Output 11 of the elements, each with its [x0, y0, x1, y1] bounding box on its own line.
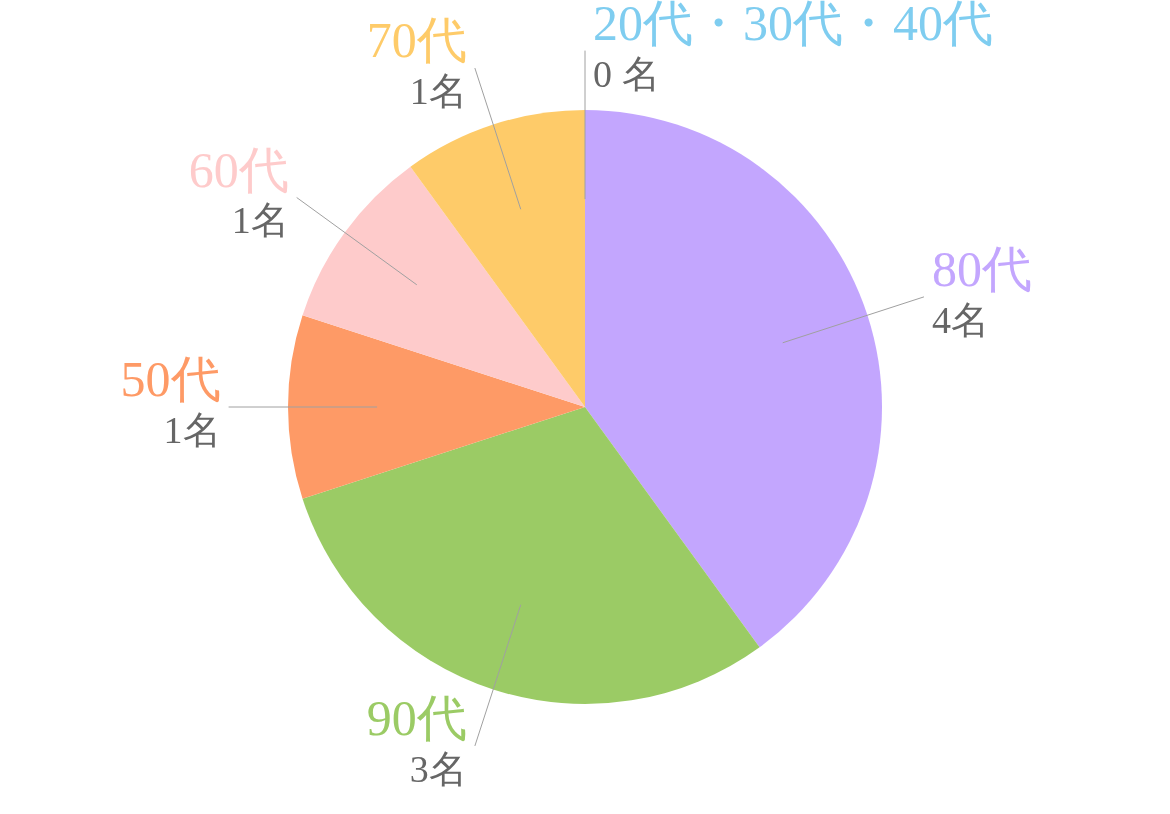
data-label: 1名: [409, 70, 467, 113]
text: 0 名: [593, 52, 660, 95]
data-label: 4名: [931, 298, 989, 341]
slice-label: 90代: [366, 690, 467, 747]
slice-label: 80代: [931, 240, 1032, 297]
data-label: 3名: [409, 747, 467, 790]
data-label: 1名: [163, 408, 221, 451]
data-label: 1名: [231, 199, 289, 242]
slice-label: 50代: [120, 351, 221, 408]
category-label: 20代・30代・40代: [593, 0, 993, 51]
slice-label: 70代: [366, 12, 467, 69]
